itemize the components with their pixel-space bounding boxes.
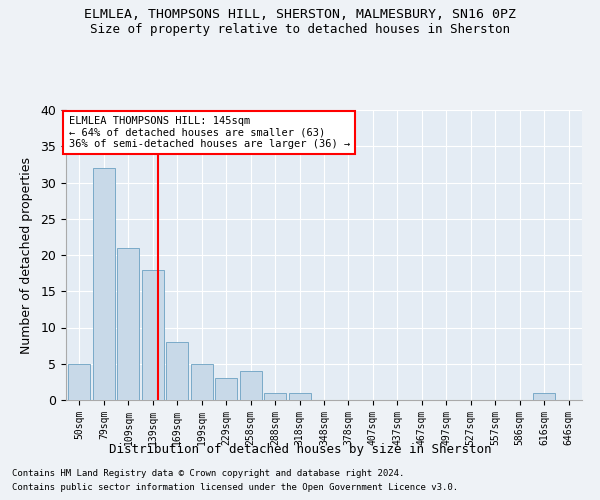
Bar <box>191 364 213 400</box>
Text: Contains public sector information licensed under the Open Government Licence v3: Contains public sector information licen… <box>12 484 458 492</box>
Text: Size of property relative to detached houses in Sherston: Size of property relative to detached ho… <box>90 22 510 36</box>
Text: ELMLEA THOMPSONS HILL: 145sqm
← 64% of detached houses are smaller (63)
36% of s: ELMLEA THOMPSONS HILL: 145sqm ← 64% of d… <box>68 116 350 149</box>
Bar <box>142 270 164 400</box>
Bar <box>215 378 237 400</box>
Bar <box>166 342 188 400</box>
Text: Contains HM Land Registry data © Crown copyright and database right 2024.: Contains HM Land Registry data © Crown c… <box>12 468 404 477</box>
Bar <box>93 168 115 400</box>
Bar <box>239 371 262 400</box>
Text: ELMLEA, THOMPSONS HILL, SHERSTON, MALMESBURY, SN16 0PZ: ELMLEA, THOMPSONS HILL, SHERSTON, MALMES… <box>84 8 516 20</box>
Bar <box>118 248 139 400</box>
Bar <box>264 393 286 400</box>
Bar <box>533 393 555 400</box>
Bar <box>289 393 311 400</box>
Text: Distribution of detached houses by size in Sherston: Distribution of detached houses by size … <box>109 442 491 456</box>
Y-axis label: Number of detached properties: Number of detached properties <box>20 156 34 354</box>
Bar <box>68 364 91 400</box>
